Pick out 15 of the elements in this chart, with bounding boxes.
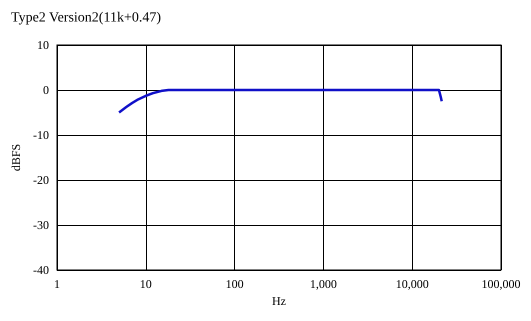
x-tick-label: 1 xyxy=(54,277,60,291)
x-tick-label: 1,000 xyxy=(310,277,337,291)
x-tick-label: 100,000 xyxy=(482,277,520,291)
x-tick-label: 10 xyxy=(140,277,152,291)
y-tick-label: -10 xyxy=(33,128,49,142)
y-axis-title: dBFS xyxy=(9,144,24,172)
chart-title: Type2 Version2(11k+0.47) xyxy=(11,10,162,26)
y-tick-label: 10 xyxy=(37,38,49,52)
y-tick-label: -20 xyxy=(33,173,49,187)
x-tick-label: 100 xyxy=(226,277,244,291)
y-tick-label: -30 xyxy=(33,218,49,232)
y-tick-label: 0 xyxy=(43,83,49,97)
x-tick-label: 10,000 xyxy=(396,277,429,291)
x-axis-title: Hz xyxy=(272,294,286,308)
y-tick-label: -40 xyxy=(33,263,49,277)
